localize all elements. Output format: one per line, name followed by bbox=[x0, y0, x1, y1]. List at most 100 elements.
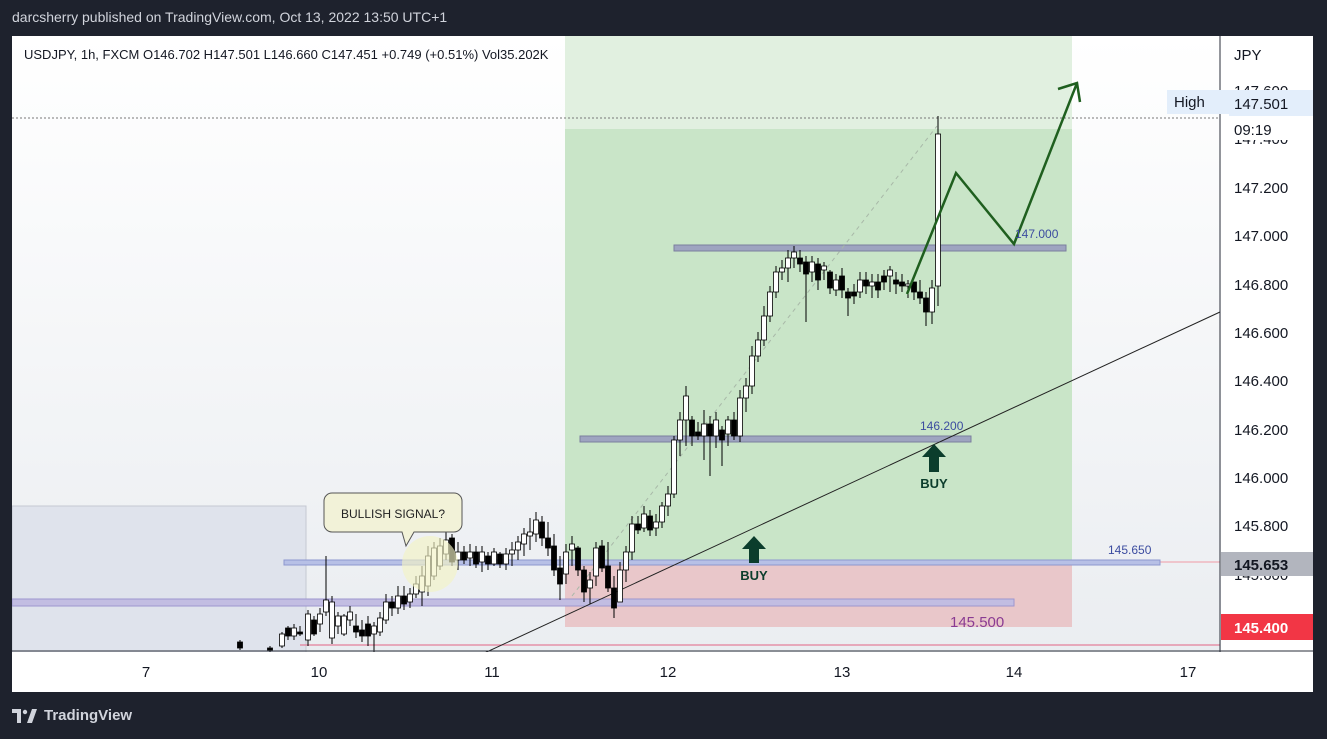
footer-brand[interactable]: TradingView bbox=[12, 707, 132, 724]
candle-body bbox=[395, 595, 401, 609]
level-label-146200: 146.200 bbox=[920, 419, 964, 433]
candle-body bbox=[347, 611, 353, 621]
price-tick: 146.800 bbox=[1234, 277, 1288, 294]
price-axis-currency: JPY bbox=[1234, 47, 1262, 64]
candle-body bbox=[569, 543, 575, 551]
candle-body bbox=[923, 297, 929, 313]
candle-body bbox=[473, 551, 479, 565]
candle-body bbox=[773, 271, 779, 293]
candle-body bbox=[515, 541, 521, 551]
candle-body bbox=[851, 291, 857, 297]
candle-body bbox=[623, 551, 629, 571]
candle-body bbox=[461, 551, 467, 561]
price-axis-bg[interactable] bbox=[1221, 36, 1313, 692]
candle-body bbox=[911, 281, 917, 293]
candle-body bbox=[605, 565, 611, 589]
candle-body bbox=[887, 269, 893, 277]
candle-body bbox=[341, 615, 347, 635]
loss-zone[interactable] bbox=[565, 565, 1072, 627]
candle-body bbox=[629, 523, 635, 553]
level-bar-147000[interactable] bbox=[673, 244, 1067, 252]
level-bar-146200[interactable] bbox=[579, 435, 972, 443]
candle-body bbox=[377, 617, 383, 633]
level-bar-145500[interactable] bbox=[12, 598, 1015, 607]
candle-body bbox=[839, 275, 845, 291]
candle-body bbox=[821, 265, 827, 271]
candle-body bbox=[803, 261, 809, 275]
candle-body bbox=[285, 627, 291, 637]
current-price-badge bbox=[1221, 552, 1313, 576]
candle-body bbox=[593, 547, 599, 577]
candle-body bbox=[815, 263, 821, 281]
profit-zone[interactable] bbox=[565, 129, 1072, 565]
candle-body bbox=[731, 419, 737, 437]
candle-body bbox=[707, 423, 713, 437]
candle-body bbox=[791, 251, 797, 259]
time-axis-bg[interactable] bbox=[12, 652, 1313, 692]
price-axis-ticks: 147.600147.400147.200147.000146.800146.6… bbox=[1234, 83, 1288, 584]
candle-body bbox=[323, 599, 329, 613]
high-label: High bbox=[1174, 94, 1205, 111]
candle-body bbox=[479, 551, 485, 563]
candle-body bbox=[389, 601, 395, 609]
price-tick: 146.200 bbox=[1234, 422, 1288, 439]
candle-body bbox=[917, 291, 923, 299]
red-price: 145.400 bbox=[1234, 620, 1288, 637]
candle-body bbox=[779, 267, 785, 273]
price-tick: 146.400 bbox=[1234, 373, 1288, 390]
tradingview-logo-icon bbox=[12, 708, 38, 723]
time-label: 17 bbox=[1180, 664, 1197, 681]
candle-body bbox=[929, 287, 935, 313]
candle-body bbox=[647, 515, 653, 531]
candle-body bbox=[237, 641, 243, 649]
candle-body bbox=[869, 281, 875, 287]
high-value: 147.501 bbox=[1234, 96, 1288, 113]
buy-label-2: BUY bbox=[920, 476, 948, 491]
price-tick: 146.000 bbox=[1234, 470, 1288, 487]
forecast-path[interactable] bbox=[905, 82, 1079, 295]
candle-body bbox=[545, 537, 551, 549]
candle-body bbox=[893, 279, 899, 285]
candle-body bbox=[401, 595, 407, 605]
current-price: 145.653 bbox=[1234, 557, 1288, 574]
candle-body bbox=[317, 613, 323, 625]
candle-body bbox=[497, 553, 503, 565]
time-axis-labels: 7 10 11 12 13 14 17 bbox=[142, 664, 1197, 681]
price-tick: 146.600 bbox=[1234, 325, 1288, 342]
price-tick: 145.800 bbox=[1234, 518, 1288, 535]
candle-body bbox=[587, 579, 593, 589]
chart-pane[interactable]: BULLISH SIGNAL? BUY BUY 147.000 146.200 … bbox=[12, 36, 1313, 692]
candle-body bbox=[581, 569, 587, 593]
candle-body bbox=[641, 513, 647, 529]
candle-body bbox=[611, 587, 617, 609]
candle-body bbox=[677, 419, 683, 441]
chart-canvas[interactable]: BULLISH SIGNAL? BUY BUY 147.000 146.200 … bbox=[12, 36, 1313, 692]
price-tick: 147.000 bbox=[1234, 228, 1288, 245]
candle-body bbox=[509, 549, 515, 555]
trendline[interactable] bbox=[477, 311, 1221, 657]
candle-body bbox=[617, 569, 623, 603]
candle-body bbox=[527, 531, 533, 537]
candle-body bbox=[267, 647, 273, 651]
candle-body bbox=[635, 523, 641, 531]
candle-body bbox=[599, 545, 605, 569]
buy-arrow-2-icon bbox=[922, 444, 946, 472]
candle-body bbox=[467, 551, 473, 559]
candle-body bbox=[809, 261, 815, 273]
level-bar-145650[interactable] bbox=[283, 559, 1161, 566]
candle-body bbox=[767, 291, 773, 317]
level-label-147000: 147.000 bbox=[1015, 227, 1059, 241]
time-label: 13 bbox=[834, 664, 851, 681]
candle-body bbox=[863, 279, 869, 287]
countdown: 09:19 bbox=[1234, 122, 1272, 139]
candle-body bbox=[365, 623, 371, 637]
time-label: 10 bbox=[311, 664, 328, 681]
candle-body bbox=[713, 419, 719, 437]
time-label: 14 bbox=[1006, 664, 1023, 681]
symbol-legend[interactable]: USDJPY, 1h, FXCM O146.702 H147.501 L146.… bbox=[24, 47, 549, 62]
countdown-badge bbox=[1229, 118, 1313, 140]
candle-body bbox=[701, 423, 707, 437]
candle-body bbox=[297, 631, 303, 635]
candle-body bbox=[857, 279, 863, 293]
bullish-signal-callout[interactable]: BULLISH SIGNAL? bbox=[323, 492, 463, 548]
